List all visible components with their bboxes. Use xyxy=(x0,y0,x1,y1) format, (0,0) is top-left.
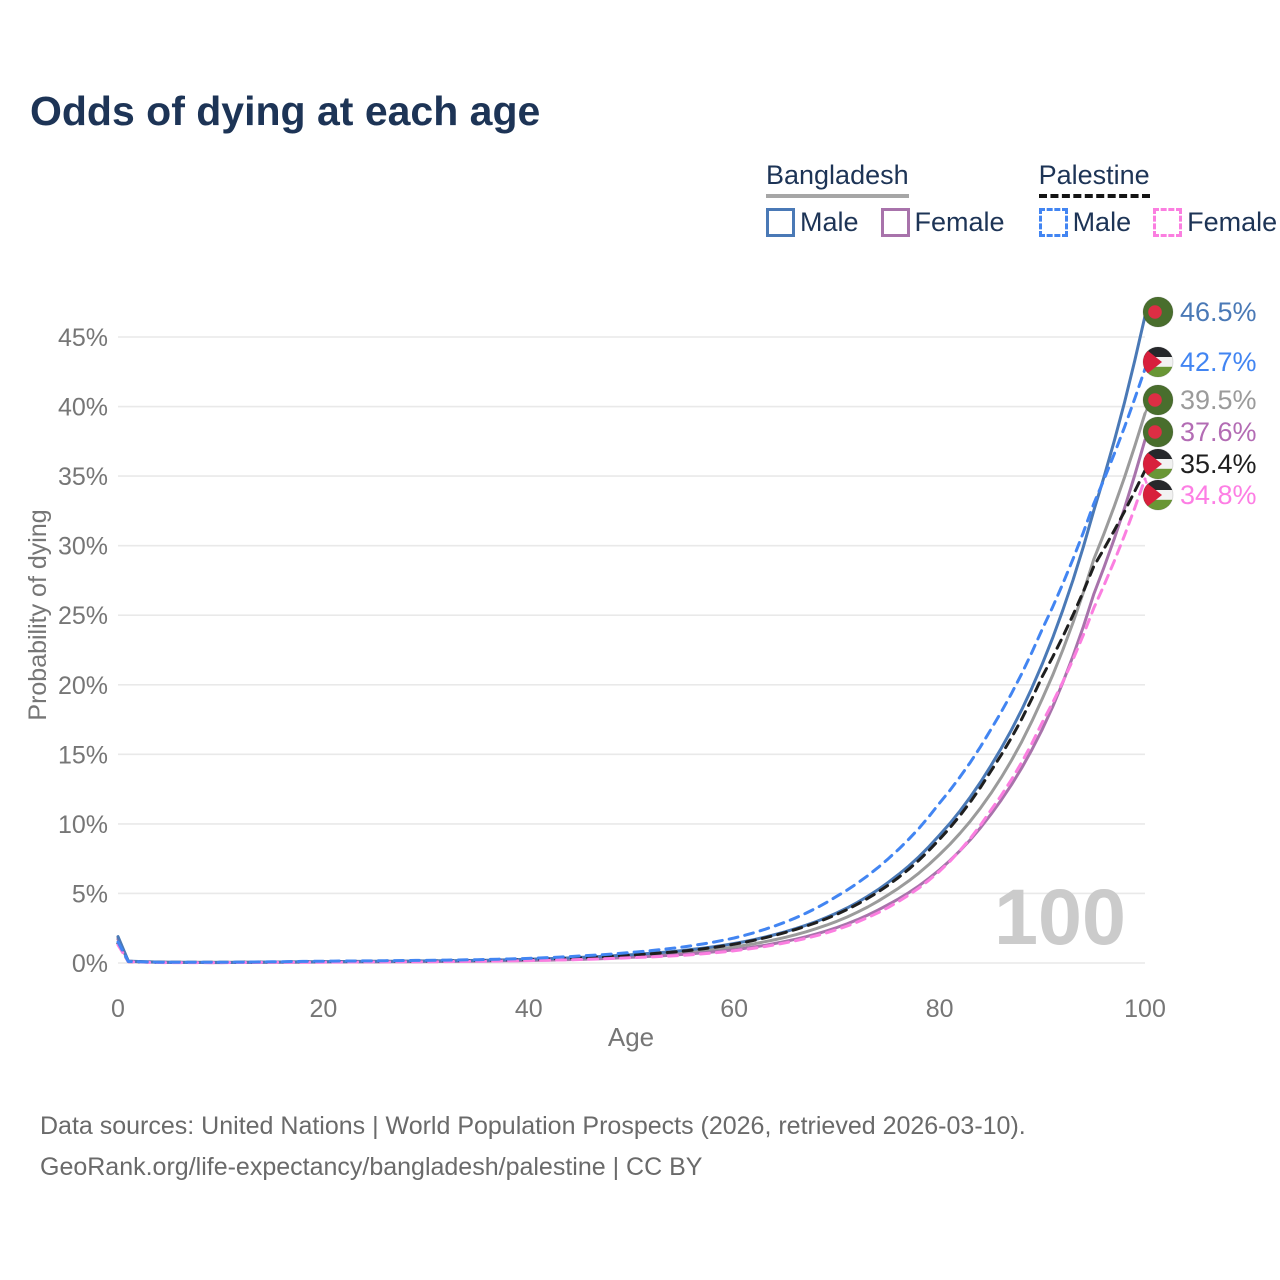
series-line-palestine-total xyxy=(116,469,1147,964)
end-value-label-bangladesh-male: 46.5% xyxy=(1180,297,1257,327)
x-tick-label: 20 xyxy=(309,995,337,1023)
end-value-label-bangladesh-female: 37.6% xyxy=(1180,417,1257,447)
end-value-label-palestine-male: 42.7% xyxy=(1180,347,1257,377)
series-line-palestine-female xyxy=(116,477,1147,965)
series-line-bangladesh-total xyxy=(116,412,1147,964)
footer-line-2: GeoRank.org/life-expectancy/bangladesh/p… xyxy=(40,1153,703,1181)
x-tick-label: 80 xyxy=(926,995,954,1023)
flag-palestine-icon xyxy=(1142,346,1174,378)
flag-palestine-icon xyxy=(1142,479,1174,511)
end-value-label-bangladesh-total: 39.5% xyxy=(1180,385,1257,415)
page-title: Odds of dying at each age xyxy=(30,88,541,134)
end-labels: 39.5%37.6% 46.5% 35.4%34.8% 42.7% xyxy=(1142,296,1257,511)
series-line-bangladesh-female xyxy=(116,438,1147,965)
legend-item-label: Male xyxy=(800,207,859,237)
flag-bangladesh-icon xyxy=(1142,416,1174,448)
series-line-bangladesh-male xyxy=(116,314,1147,964)
x-tick-label: 60 xyxy=(720,995,748,1023)
footer-line-1: Data sources: United Nations | World Pop… xyxy=(40,1112,1026,1140)
flag-bangladesh-icon xyxy=(1142,296,1174,328)
x-tick-label: 100 xyxy=(1124,995,1166,1023)
x-axis-title: Age xyxy=(608,1022,654,1052)
y-tick-label: 10% xyxy=(58,811,108,839)
y-tick-label: 35% xyxy=(58,463,108,491)
x-tick-label: 40 xyxy=(515,995,543,1023)
legend-item-label: Female xyxy=(914,207,1005,237)
legend: Bangladesh Male Female Palestine Male xyxy=(766,160,1277,238)
palestine-female-swatch-icon xyxy=(1153,208,1183,237)
y-tick-label: 5% xyxy=(72,880,108,908)
legend-item-bangladesh-male[interactable]: Male xyxy=(766,207,859,238)
legend-item-palestine-male[interactable]: Male xyxy=(1038,207,1132,238)
y-axis-title: Probability of dying xyxy=(24,509,52,720)
legend-item-label: Male xyxy=(1072,207,1132,237)
age-counter-watermark: 100 xyxy=(994,872,1126,961)
y-tick-label: 45% xyxy=(58,324,108,352)
y-tick-label: 0% xyxy=(72,950,108,978)
legend-item-palestine-female[interactable]: Female xyxy=(1153,207,1277,238)
end-value-label-palestine-total: 35.4% xyxy=(1180,449,1257,479)
bangladesh-female-swatch-icon xyxy=(880,208,910,237)
y-tick-label: 15% xyxy=(58,741,108,769)
palestine-male-swatch-icon xyxy=(1038,208,1068,237)
y-tick-label: 30% xyxy=(58,533,108,561)
series-lines xyxy=(116,314,1147,965)
legend-item-bangladesh-female[interactable]: Female xyxy=(880,207,1005,238)
legend-group-palestine: Palestine Male Female xyxy=(1038,160,1277,238)
gridlines xyxy=(118,336,1145,964)
y-tick-label: 25% xyxy=(58,602,108,630)
flag-bangladesh-icon xyxy=(1142,384,1174,416)
y-tick-label: 40% xyxy=(58,394,108,422)
x-tick-label: 0 xyxy=(111,995,125,1023)
legend-group-title-bangladesh[interactable]: Bangladesh xyxy=(766,160,909,198)
axis-ticks: 0% 5% 10% 15% 20% 25% 30% 35% 40% 45% 0 20 40 60 80 100 xyxy=(58,324,1166,1023)
legend-item-label: Female xyxy=(1187,207,1278,237)
legend-group-title-palestine[interactable]: Palestine xyxy=(1038,160,1150,198)
legend-group-bangladesh: Bangladesh Male Female xyxy=(766,160,1005,238)
series-line-palestine-male xyxy=(116,367,1147,964)
data-source-footer: Data sources: United Nations | World Pop… xyxy=(40,1106,1026,1188)
y-tick-label: 20% xyxy=(58,672,108,700)
bangladesh-male-swatch-icon xyxy=(766,208,795,237)
flag-palestine-icon xyxy=(1142,448,1174,480)
end-value-label-palestine-female: 34.8% xyxy=(1180,480,1257,510)
